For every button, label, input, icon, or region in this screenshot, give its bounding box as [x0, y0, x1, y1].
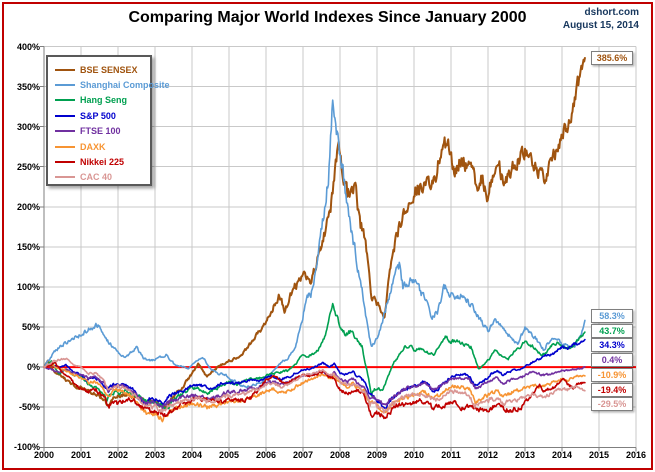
- series-line-ftse-100: [43, 366, 586, 410]
- legend-label-cac-40: CAC 40: [80, 172, 113, 183]
- legend-item-daxk: DAXK: [55, 139, 150, 154]
- y-tick-label: -100%: [13, 442, 40, 453]
- end-label-cac-40: -29.5%: [591, 397, 633, 412]
- legend-item-nikkei-225: Nikkei 225: [55, 154, 150, 169]
- end-label-bse-sensex: 385.6%: [591, 50, 633, 65]
- legend-item-s-p-500: S&P 500: [55, 108, 150, 123]
- x-tick-label: 2008: [329, 450, 351, 460]
- y-tick-label: 300%: [16, 121, 40, 132]
- chart-title: Comparing Major World Indexes Since Janu…: [128, 9, 527, 26]
- legend-swatch-daxk: [55, 145, 75, 148]
- y-tick-label: -50%: [18, 402, 40, 413]
- y-tick-label: 0%: [26, 362, 40, 373]
- end-label-ftse-100: 0.4%: [591, 353, 633, 368]
- x-tick-label: 2004: [181, 450, 203, 460]
- x-tick-label: 2013: [514, 450, 536, 460]
- x-tick-label: 2012: [477, 450, 499, 460]
- end-label-nikkei-225: -19.4%: [591, 382, 633, 397]
- series-line-shanghai-composite: [43, 99, 586, 389]
- legend-label-shanghai-composite: Shanghai Composite: [80, 80, 170, 91]
- x-tick-label: 2003: [144, 450, 166, 460]
- x-tick-label: 2000: [33, 450, 55, 460]
- legend-label-nikkei-225: Nikkei 225: [80, 157, 125, 168]
- end-label-shanghai-composite: 58.3%: [591, 309, 633, 323]
- legend-swatch-shanghai-composite: [55, 84, 75, 87]
- legend-item-cac-40: CAC 40: [55, 170, 150, 185]
- x-tick-label: 2009: [366, 450, 388, 460]
- end-label-s-p-500: 34.3%: [591, 338, 633, 353]
- series-line-hang-seng: [43, 302, 586, 411]
- x-tick-label: 2006: [255, 450, 277, 460]
- y-tick-label: 200%: [16, 201, 40, 212]
- legend-label-ftse-100: FTSE 100: [80, 126, 121, 137]
- legend-item-shanghai-composite: Shanghai Composite: [55, 77, 170, 92]
- y-tick-label: 350%: [16, 81, 40, 92]
- legend-item-hang-seng: Hang Seng: [55, 93, 150, 108]
- x-tick-label: 2005: [218, 450, 240, 460]
- legend-label-bse-sensex: BSE SENSEX: [80, 64, 138, 75]
- series-line-cac-40: [43, 357, 586, 414]
- y-tick-label: 100%: [16, 281, 40, 292]
- legend-item-ftse-100: FTSE 100: [55, 124, 150, 139]
- x-tick-label: 2011: [441, 450, 461, 460]
- y-tick-label: 250%: [16, 161, 40, 172]
- series-lines: [43, 57, 586, 423]
- x-tick-label: 2007: [292, 450, 314, 460]
- legend-swatch-bse-sensex: [55, 68, 75, 71]
- legend-item-bse-sensex: BSE SENSEX: [55, 62, 150, 77]
- x-tick-label: 2016: [625, 450, 647, 460]
- series-line-nikkei-225: [43, 361, 586, 420]
- legend: BSE SENSEX Shanghai Composite Hang Seng S&P…: [46, 55, 170, 186]
- legend-label-daxk: DAXK: [80, 141, 106, 152]
- x-tick-label: 2015: [588, 450, 610, 460]
- x-tick-label: 2001: [70, 450, 92, 460]
- x-tick-label: 2014: [551, 450, 573, 460]
- legend-swatch-s-p-500: [55, 114, 75, 117]
- legend-swatch-ftse-100: [55, 130, 75, 133]
- legend-swatch-cac-40: [55, 176, 75, 179]
- x-tick-label: 2010: [403, 450, 425, 460]
- y-tick-label: 50%: [21, 322, 40, 333]
- date-label: August 15, 2014: [562, 20, 639, 31]
- source-label: dshort.com: [584, 7, 639, 18]
- x-tick-label: 2002: [107, 450, 129, 460]
- legend-swatch-nikkei-225: [55, 161, 75, 164]
- end-label-hang-seng: 43.7%: [591, 323, 633, 338]
- legend-label-s-p-500: S&P 500: [80, 110, 116, 121]
- end-label-daxk: -10.9%: [591, 367, 633, 382]
- y-tick-label: 400%: [16, 41, 40, 52]
- legend-swatch-hang-seng: [55, 99, 75, 102]
- legend-label-hang-seng: Hang Seng: [80, 95, 128, 106]
- y-tick-label: 150%: [16, 241, 40, 252]
